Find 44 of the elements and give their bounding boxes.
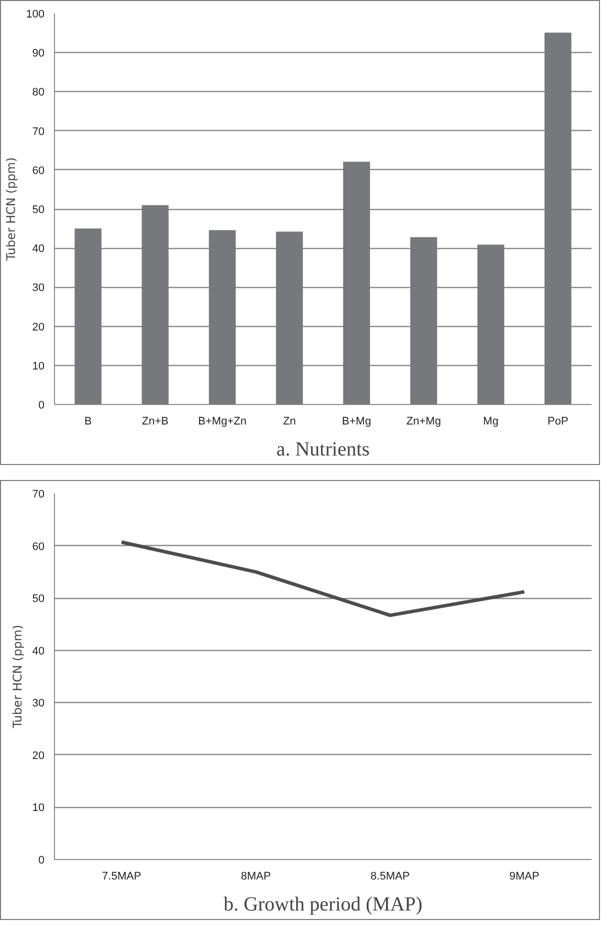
- bar: [142, 205, 169, 404]
- x-tick-label: Zn+B: [142, 416, 168, 428]
- y-tick-label: 10: [32, 360, 45, 372]
- y-tick-label: 70: [32, 126, 45, 138]
- y-tick-label: 80: [32, 86, 45, 99]
- y-tick-label: 40: [32, 243, 45, 256]
- x-tick-label: Zn+Mg: [406, 416, 441, 428]
- bar: [276, 232, 303, 404]
- x-tick-label: B: [84, 416, 92, 428]
- y-axis-title: Tuber HCN (ppm): [4, 157, 18, 262]
- bar: [343, 162, 370, 404]
- text: b. Growth period (MAP): [224, 894, 422, 916]
- y-tick-label: 50: [32, 593, 45, 606]
- x-tick-label: 7.5MAP: [102, 870, 142, 882]
- bar: [74, 228, 102, 404]
- x-tick-label: Zn: [283, 416, 296, 428]
- x-tick-label: PoP: [548, 416, 568, 428]
- y-tick-label: 90: [32, 48, 45, 60]
- bar: [477, 244, 504, 404]
- y-tick-label: 30: [32, 282, 45, 294]
- x-tick-label: 9MAP: [509, 870, 540, 882]
- x-tick-label: Mg: [483, 416, 498, 428]
- y-tick-label: 0: [38, 400, 45, 412]
- x-tick-label: B+Mg+Zn: [198, 416, 246, 428]
- x-tick-label: 8.5MAP: [370, 870, 410, 882]
- bar: [208, 230, 236, 404]
- bar: [544, 32, 572, 404]
- y-tick-label: 60: [32, 540, 45, 553]
- x-tick-label: 8MAP: [240, 870, 271, 882]
- y-tick-label: 0: [38, 854, 45, 866]
- y-tick-label: 100: [26, 8, 45, 20]
- y-tick-label: 50: [32, 204, 45, 216]
- y-axis-title: Tuber HCN (ppm): [10, 624, 24, 730]
- y-tick-label: 40: [32, 645, 45, 658]
- y-tick-label: 10: [32, 802, 45, 814]
- text: a. Nutrients: [276, 438, 370, 460]
- y-tick-label: 70: [32, 488, 45, 500]
- line-series: [120, 540, 526, 618]
- y-tick-label: 20: [32, 321, 45, 334]
- y-tick-label: 30: [32, 698, 45, 710]
- y-tick-label: 20: [32, 750, 45, 762]
- bar: [410, 237, 438, 404]
- y-tick-label: 60: [32, 164, 45, 177]
- x-tick-label: B+Mg: [342, 416, 372, 428]
